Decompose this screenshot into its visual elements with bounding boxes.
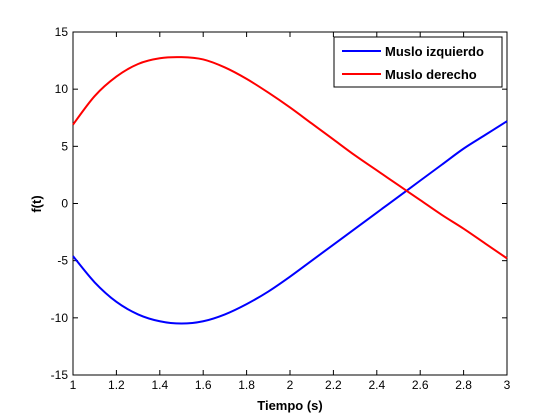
x-tick-label: 2.2 bbox=[325, 378, 342, 392]
x-tick-label: 1.4 bbox=[151, 378, 168, 392]
y-tick-label: 15 bbox=[55, 25, 69, 39]
y-tick-label: 5 bbox=[61, 139, 68, 153]
series-layer bbox=[72, 56, 508, 325]
series-line-muslo-derecho bbox=[72, 56, 508, 260]
x-tick-label: 1.6 bbox=[195, 378, 212, 392]
x-tick-label: 1 bbox=[70, 378, 77, 392]
y-tick-label: 0 bbox=[61, 197, 68, 211]
x-tick-label: 2.6 bbox=[412, 378, 429, 392]
y-tick-label: -15 bbox=[51, 368, 69, 382]
legend: Muslo izquierdo Muslo derecho bbox=[333, 36, 503, 88]
x-tick-label: 3 bbox=[504, 378, 511, 392]
x-tick-label: 2.8 bbox=[455, 378, 472, 392]
legend-label-muslo-derecho: Muslo derecho bbox=[385, 67, 477, 82]
x-tick-label: 1.8 bbox=[238, 378, 255, 392]
y-axis-label: f(t) bbox=[29, 195, 44, 212]
x-tick-label: 2 bbox=[287, 378, 294, 392]
y-tick-label: 10 bbox=[55, 82, 69, 96]
ticks: 1 1.2 1.4 1.6 1.8 2 2.2 2.4 2.6 2.8 3 -15 -10 -5 0 5 10 1… bbox=[51, 25, 511, 392]
legend-box bbox=[333, 36, 503, 88]
x-axis-label: Tiempo (s) bbox=[257, 398, 323, 413]
x-tick-label: 1.2 bbox=[108, 378, 125, 392]
series-line-muslo-izquierdo bbox=[72, 120, 508, 325]
y-tick-label: -5 bbox=[57, 254, 68, 268]
legend-label-muslo-izquierdo: Muslo izquierdo bbox=[385, 44, 484, 59]
y-tick-label: -10 bbox=[51, 311, 69, 325]
x-tick-label: 2.4 bbox=[368, 378, 385, 392]
